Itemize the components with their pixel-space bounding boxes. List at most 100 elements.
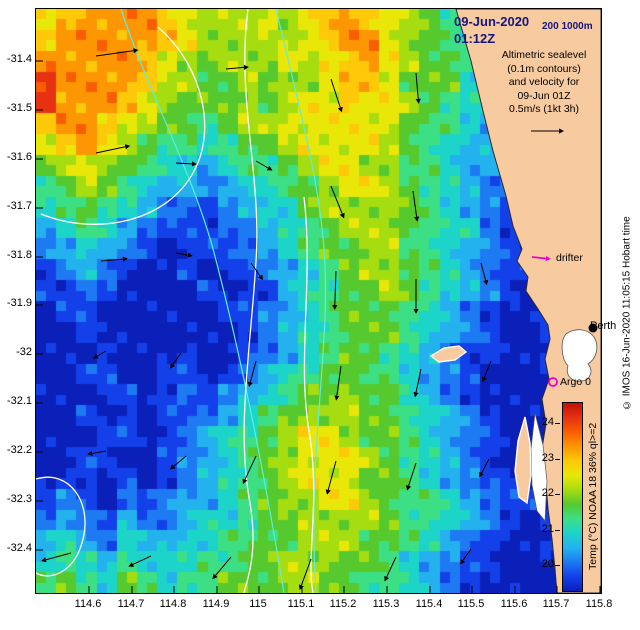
argo-label: Argo 0 (560, 376, 591, 388)
drifter-label: drifter (556, 252, 583, 264)
sst-map[interactable]: 09-Jun-2020 01:12Z 200 1000m Altimetric … (35, 8, 616, 594)
map-header: 09-Jun-2020 01:12Z (454, 13, 529, 47)
velocity-arrow-head (334, 395, 340, 401)
velocity-arrow-head (339, 212, 345, 219)
velocity-arrow-head (87, 450, 93, 456)
copyright-text: © IMOS 16-Jun-2020 11:05:15 Hobart time (621, 216, 633, 410)
colorbar-title: Temp (°C) NOAA 18 36% ql>=2 (587, 422, 599, 570)
velocity-arrow (97, 350, 107, 357)
velocity-arrow-head (460, 558, 466, 565)
velocity-arrow-head (414, 216, 420, 222)
bathymetry-contour (120, 9, 285, 593)
velocity-arrow (408, 462, 417, 486)
velocity-arrow-head (266, 165, 273, 171)
colorbar-tick (555, 530, 560, 531)
sealevel-contour (303, 196, 315, 593)
velocity-arrow-head (122, 256, 128, 262)
colorbar-tick (555, 423, 560, 424)
perth-label: Perth (590, 320, 617, 332)
x-axis-label: 115.3 (372, 598, 400, 610)
x-axis-label: 114.8 (159, 598, 187, 610)
velocity-arrow-head (170, 362, 176, 369)
colorbar-tick-label: 20 (541, 558, 554, 570)
velocity-arrow (244, 455, 257, 480)
drifter-arrow-head (545, 255, 551, 262)
velocity-arrow (92, 450, 107, 454)
drifter-arrow (531, 256, 547, 260)
map-description-line: (0.1m contours) (507, 62, 581, 75)
argo-float-marker (548, 377, 558, 387)
y-axis-label: -32.2 (6, 444, 32, 456)
velocity-arrow (45, 552, 72, 561)
velocity-arrow-head (128, 562, 134, 567)
x-axis-label: 115.5 (457, 598, 485, 610)
velocity-arrow (330, 78, 341, 108)
velocity-arrow (255, 160, 269, 169)
colorbar-tick-label: 24 (541, 416, 554, 428)
map-description-line: 09-Jun 01Z (517, 89, 571, 102)
garden-island (514, 416, 532, 505)
map-date: 09-Jun-2020 (454, 14, 530, 29)
velocity-arrow (336, 365, 342, 396)
velocity-arrow-head (243, 64, 249, 71)
x-axis-label: 115.6 (500, 598, 528, 610)
colorbar-tick (555, 565, 560, 566)
x-axis-label: 115.8 (585, 598, 613, 610)
y-axis-label: -31.6 (6, 151, 32, 163)
velocity-arrow-head (325, 489, 331, 495)
colorbar-tick-label: 22 (541, 487, 554, 499)
colorbar (562, 402, 583, 592)
velocity-arrow-head (133, 48, 139, 54)
map-description-line: 0.5m/s (1kt 3h) (508, 103, 580, 115)
colorbar-tick-label: 23 (541, 452, 554, 464)
y-axis-label: -31.7 (6, 200, 32, 212)
velocity-arrow (175, 162, 193, 165)
velocity-arrow-head (298, 584, 304, 591)
rottnest-island (429, 345, 468, 363)
x-axis: 114.6 114.7 114.8 114.9 115 115.1 115.2 115.3 11… (0, 598, 640, 614)
velocity-arrow (327, 460, 337, 491)
y-axis-label: -31.5 (6, 102, 32, 114)
velocity-arrow-head (124, 144, 131, 150)
velocity-arrow (415, 72, 419, 99)
colorbar-tick (555, 459, 560, 460)
x-axis-label: 115.2 (329, 598, 357, 610)
velocity-arrow (132, 555, 152, 565)
colorbar-tick (555, 494, 560, 495)
velocity-arrow (100, 258, 123, 262)
sealevel-contour (36, 476, 86, 577)
velocity-arrow (415, 368, 422, 393)
velocity-arrow (330, 185, 343, 215)
velocity-arrow (386, 556, 397, 578)
x-axis-label: 115 (249, 598, 267, 610)
velocity-arrow-head (337, 106, 343, 113)
velocity-arrow (95, 50, 134, 57)
y-axis-label: -32.1 (6, 395, 32, 407)
velocity-arrow (215, 556, 232, 576)
velocity-arrow (462, 548, 472, 561)
map-time: 01:12Z (454, 31, 496, 46)
cockburn-sound (530, 412, 548, 522)
velocity-arrow-head (413, 391, 419, 398)
x-axis-label: 115.1 (287, 598, 315, 610)
bathymetry-contour (275, 9, 327, 593)
velocity-arrow (334, 270, 337, 305)
velocity-arrow-head (187, 252, 193, 258)
velocity-arrow (172, 352, 182, 365)
bathy-depth-label: 200 1000m (542, 21, 593, 32)
y-axis-label: -32.4 (6, 542, 32, 554)
x-axis-label: 114.9 (202, 598, 230, 610)
y-axis-label: -32 (16, 346, 32, 358)
velocity-arrow (300, 558, 312, 586)
velocity-arrow-head (415, 98, 421, 104)
velocity-arrow (95, 146, 126, 154)
x-axis-label: 115.4 (415, 598, 443, 610)
velocity-arrow-head (247, 381, 253, 388)
velocity-arrow (480, 262, 487, 281)
velocity-arrow (483, 360, 492, 378)
y-axis-label: -31.4 (6, 53, 32, 65)
velocity-arrow (175, 252, 188, 256)
velocity-arrow (225, 66, 244, 70)
velocity-arrow-head (191, 161, 197, 167)
